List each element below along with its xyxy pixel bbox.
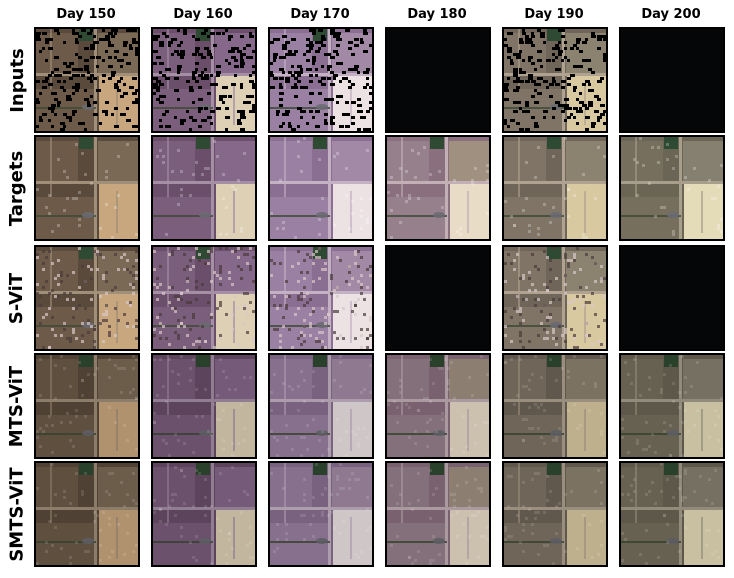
- image-tile: [34, 135, 140, 241]
- column-header: Day 180: [407, 7, 467, 22]
- image-tile: [619, 135, 725, 241]
- image-tile: [34, 27, 140, 133]
- image-tile: [268, 461, 374, 567]
- image-tile: [502, 27, 608, 133]
- image-tile: [502, 245, 608, 351]
- image-tile: [34, 461, 140, 567]
- column-header: Day 150: [56, 7, 116, 22]
- column-header: Day 160: [173, 7, 233, 22]
- image-tile: [151, 461, 257, 567]
- image-tile: [34, 245, 140, 351]
- column-header: Day 200: [641, 7, 701, 22]
- image-tile: [34, 353, 140, 459]
- image-tile: [268, 27, 374, 133]
- image-tile: [385, 135, 491, 241]
- row-label: Targets: [6, 150, 28, 226]
- image-tile: [502, 353, 608, 459]
- image-tile: [151, 245, 257, 351]
- image-tile: [151, 135, 257, 241]
- image-tile: [268, 353, 374, 459]
- image-tile: [619, 245, 725, 351]
- image-tile: [385, 245, 491, 351]
- image-tile: [619, 461, 725, 567]
- column-header: Day 170: [290, 7, 350, 22]
- image-tile: [385, 461, 491, 567]
- row-label: MTS-ViT: [6, 365, 28, 447]
- row-label: SMTS-ViT: [6, 466, 28, 562]
- row-label: Inputs: [6, 47, 28, 113]
- row-label: S-ViT: [6, 272, 28, 324]
- image-tile: [268, 135, 374, 241]
- column-header: Day 190: [524, 7, 584, 22]
- image-tile: [502, 461, 608, 567]
- image-tile: [268, 245, 374, 351]
- image-tile: [151, 27, 257, 133]
- image-tile: [619, 27, 725, 133]
- image-tile: [619, 353, 725, 459]
- image-tile: [385, 353, 491, 459]
- image-tile: [385, 27, 491, 133]
- image-tile: [151, 353, 257, 459]
- image-tile: [502, 135, 608, 241]
